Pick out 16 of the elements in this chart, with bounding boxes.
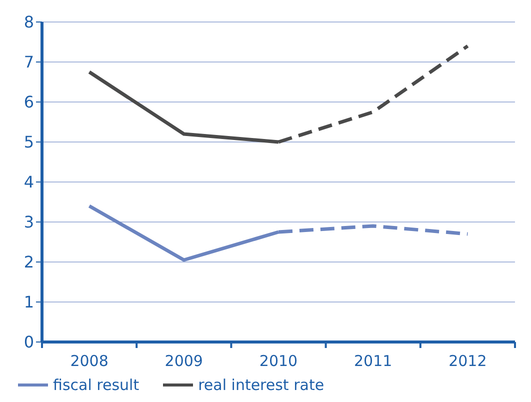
x-tick-label: 2010: [259, 352, 298, 370]
y-tick-label: 1: [24, 292, 34, 312]
y-tick-label: 4: [24, 172, 34, 192]
x-tick-label: 2009: [164, 352, 203, 370]
y-tick-label: 3: [24, 212, 34, 232]
x-tick-label: 2011: [354, 352, 392, 370]
y-tick-label: 5: [24, 132, 34, 152]
legend-label: real interest rate: [197, 376, 324, 394]
x-tick-label: 2008: [70, 352, 108, 370]
y-tick-label: 0: [24, 332, 34, 352]
y-tick-label: 6: [24, 92, 34, 112]
y-tick-label: 2: [24, 252, 34, 272]
y-tick-label: 7: [24, 52, 34, 72]
legend-label: fiscal result: [52, 376, 140, 394]
y-tick-label: 8: [24, 12, 34, 32]
x-tick-label: 2012: [448, 352, 487, 370]
